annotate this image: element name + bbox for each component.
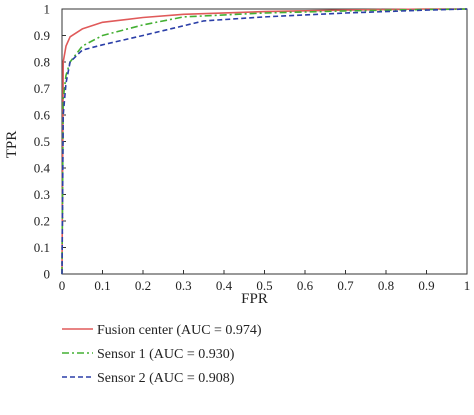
x-axis-label: FPR [241,291,268,307]
y-tick-label: 0.5 [34,134,50,149]
y-tick-label: 0.7 [34,81,51,96]
x-tick-label: 0.1 [94,278,110,293]
y-axis-ticks: 0 0.1 0.2 0.3 0.4 0.5 0.6 0.7 0.8 0.9 1 [34,2,66,282]
y-tick-label: 0.9 [34,28,50,43]
legend: Fusion center (AUC = 0.974) Sensor 1 (AUC… [62,323,262,386]
x-tick-label: 0 [59,278,66,293]
y-tick-label: 1 [44,2,51,17]
legend-label: Sensor 2 (AUC = 0.908) [97,371,235,386]
y-tick-label: 0.6 [34,108,51,123]
x-tick-label: 0.4 [216,278,233,293]
y-tick-label: 0.2 [34,214,50,229]
x-tick-label: 0.7 [337,278,354,293]
y-axis-label: TPR [4,131,20,159]
y-tick-label: 0 [44,267,51,282]
legend-item: Fusion center (AUC = 0.974) [62,323,262,338]
y-tick-label: 0.8 [34,55,50,70]
legend-label: Sensor 1 (AUC = 0.930) [97,347,235,362]
x-tick-label: 0.5 [256,278,272,293]
series-lines [61,8,468,275]
plot-area [61,8,468,275]
y-tick-label: 0.4 [34,161,51,176]
series-line-2 [61,8,468,275]
y-tick-label: 0.3 [34,187,50,202]
x-tick-label: 1 [464,278,471,293]
x-tick-label: 0.9 [418,278,434,293]
legend-label: Fusion center (AUC = 0.974) [97,323,262,338]
x-tick-label: 0.3 [175,278,191,293]
plot-frame [61,8,468,275]
legend-item: Sensor 1 (AUC = 0.930) [62,347,235,362]
y-tick-label: 0.1 [34,240,50,255]
series-line-1 [61,8,467,275]
series-line-3 [61,8,468,275]
x-tick-label: 0.6 [297,278,314,293]
x-axis-ticks: 0 0.1 0.2 0.3 0.4 0.5 0.6 0.7 0.8 0.9 1 [59,270,471,293]
legend-item: Sensor 2 (AUC = 0.908) [62,371,235,386]
x-tick-label: 0.2 [135,278,151,293]
x-tick-label: 0.8 [378,278,394,293]
